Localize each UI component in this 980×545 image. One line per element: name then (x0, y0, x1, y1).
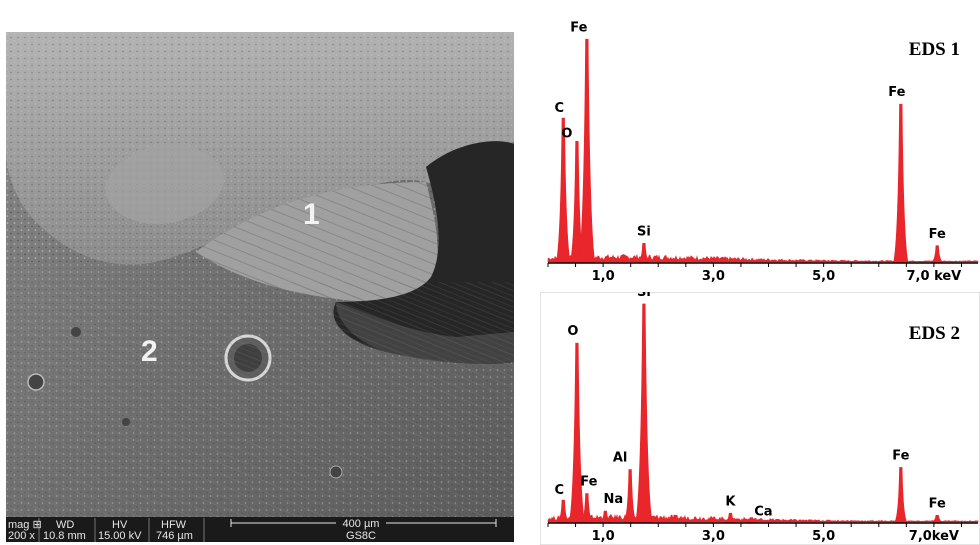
peak-c (556, 499, 570, 523)
peak-label-fe: Fe (570, 20, 587, 35)
peak-label-si: Si (637, 224, 651, 239)
peak-label-c: C (554, 483, 564, 498)
peak-label-fe: Fe (929, 227, 946, 242)
spectrum-background (547, 513, 979, 523)
peak-label-fe: Fe (929, 496, 946, 511)
eds2-title: EDS 2 (909, 323, 960, 344)
peak-label-na: Na (604, 492, 624, 507)
info-header-hfw: HFW (161, 519, 187, 531)
info-header-hv: HV (112, 519, 128, 531)
sem-micrograph: 1 2 mag ⊞ WD HV HFW 200 x 10.8 mm 15.00 … (6, 32, 514, 542)
info-value-wd: 10.8 mm (43, 530, 86, 542)
peak-al (623, 469, 637, 523)
sample-id: GS8C (346, 530, 376, 542)
info-header-wd: WD (56, 519, 74, 531)
info-value-hfw: 746 µm (156, 530, 193, 542)
peak-c (555, 117, 571, 263)
sem-region-label-1: 1 (303, 198, 320, 231)
peak-si (637, 243, 651, 263)
peak-fe (930, 245, 944, 263)
peak-label-si: Si (637, 292, 651, 300)
eds1-title: EDS 1 (909, 39, 960, 60)
peak-ca (746, 517, 757, 523)
peak-si (635, 303, 653, 523)
peak-fe (580, 493, 594, 523)
peak-label-fe: Fe (892, 449, 909, 464)
scale-bar-label: 400 µm (343, 518, 380, 530)
peak-k (725, 512, 736, 523)
peak-fe (931, 515, 943, 523)
peak-na (599, 510, 611, 523)
peak-label-fe: Fe (888, 85, 905, 100)
sem-info-bar: mag ⊞ WD HV HFW 200 x 10.8 mm 15.00 kV 7… (6, 517, 514, 542)
sem-region-label-2: 2 (141, 335, 158, 368)
eds2-spectrum: EDS 2 C O Fe Na Al Si K Ca Fe Fe 1,0 3,0 5,0 7,0keV (540, 292, 980, 545)
x-tick-label: 3,0 (702, 529, 725, 544)
peak-fe (893, 103, 909, 263)
peak-label-ca: Ca (754, 505, 772, 520)
eds1-spectrum: EDS 1 CO Fe Si Fe Fe 1,0 3,0 5,0 7,0 keV (540, 0, 980, 292)
x-tick-label: 1,0 (592, 269, 615, 284)
x-tick-label: 5,0 (812, 269, 835, 284)
x-tick-label: 1,0 (592, 529, 615, 544)
x-tick-label: 7,0keV (909, 529, 959, 544)
peak-o (569, 342, 585, 523)
info-value-hv: 15.00 kV (98, 530, 142, 542)
info-header-mag: mag ⊞ (8, 519, 42, 531)
peak-label-al: Al (613, 451, 628, 466)
peak-label-k: K (725, 494, 736, 509)
x-tick-label: 7,0 keV (907, 269, 962, 284)
x-tick-label: 3,0 (702, 269, 725, 284)
peak-fe (894, 467, 908, 523)
peak-label-o: O (567, 324, 578, 339)
peak-fe (578, 38, 596, 263)
info-value-mag: 200 x (8, 530, 35, 542)
peak-label-fe: Fe (580, 475, 597, 490)
peak-label-c: C (554, 101, 564, 116)
x-tick-label: 5,0 (812, 529, 835, 544)
peak-label-o: O (561, 126, 572, 141)
